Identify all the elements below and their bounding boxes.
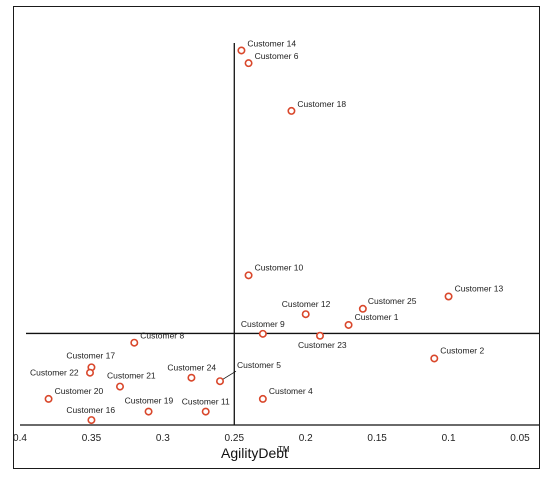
point-label: Customer 20 (55, 386, 104, 396)
data-point (315, 331, 324, 340)
data-point (86, 368, 95, 377)
x-tick-label: 0.1 (442, 433, 456, 444)
data-point (287, 106, 296, 115)
point-label: Customer 10 (255, 262, 304, 272)
data-point (130, 338, 139, 347)
point-label: Customer 21 (107, 371, 156, 381)
point-label: Customer 13 (455, 283, 504, 293)
point-label: Customer 9 (241, 319, 285, 329)
point-label: Customer 19 (125, 396, 174, 406)
point-label: Customer 5 (237, 360, 281, 370)
point-label: Customer 17 (66, 350, 115, 360)
point-label: Customer 11 (182, 397, 230, 407)
point-label: Customer 25 (368, 296, 417, 306)
data-point (358, 304, 367, 313)
x-tick-label: 0.3 (156, 433, 170, 444)
data-point (201, 407, 210, 416)
data-point (258, 329, 267, 338)
data-point (187, 373, 196, 382)
x-tick-label: 0.05 (510, 433, 530, 444)
point-label: Customer 8 (140, 331, 184, 341)
point-label: Customer 16 (66, 405, 115, 415)
scatter-chart: Customer 14 Customer 6 Customer 18 Customer… (14, 38, 539, 461)
x-tick-label: 0.25 (225, 433, 245, 444)
data-point (244, 271, 253, 280)
data-point (430, 354, 439, 363)
chart-frame: Customer 14 Customer 6 Customer 18 Customer… (13, 6, 540, 469)
point-label: Customer 4 (269, 386, 313, 396)
data-point (344, 320, 353, 329)
data-point (258, 394, 267, 403)
point-label: Customer 24 (167, 363, 216, 373)
point-label: Customer 22 (30, 368, 79, 378)
data-point (237, 46, 246, 55)
x-tick-label: 0.35 (82, 433, 102, 444)
data-point (144, 407, 153, 416)
x-axis-title: AgilityDebt (221, 445, 288, 461)
data-point (444, 292, 453, 301)
point-label: Customer 12 (282, 299, 331, 309)
point-label: Customer 23 (298, 340, 347, 350)
data-point (301, 310, 310, 319)
x-axis-title-superscript: TM (278, 445, 290, 454)
data-point (244, 59, 253, 68)
point-label: Customer 14 (247, 38, 296, 48)
data-point (216, 377, 225, 386)
label-leader-line (222, 370, 237, 380)
x-tick-label: 0.4 (14, 433, 27, 444)
point-label: Customer 6 (255, 51, 299, 61)
data-point (44, 394, 53, 403)
point-label: Customer 1 (355, 312, 399, 322)
data-point (87, 416, 96, 425)
point-label: Customer 18 (297, 99, 346, 109)
point-label: Customer 2 (440, 345, 484, 355)
x-tick-label: 0.15 (367, 433, 387, 444)
data-point (116, 382, 125, 391)
x-tick-label: 0.2 (299, 433, 313, 444)
